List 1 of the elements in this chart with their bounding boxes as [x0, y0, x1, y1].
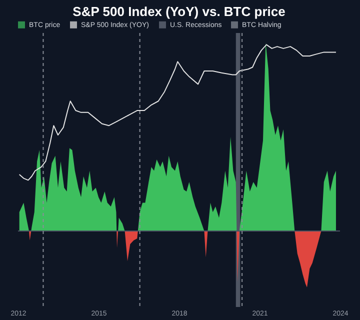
chart-title: S&P 500 Index (YoY) vs. BTC price — [72, 4, 286, 19]
